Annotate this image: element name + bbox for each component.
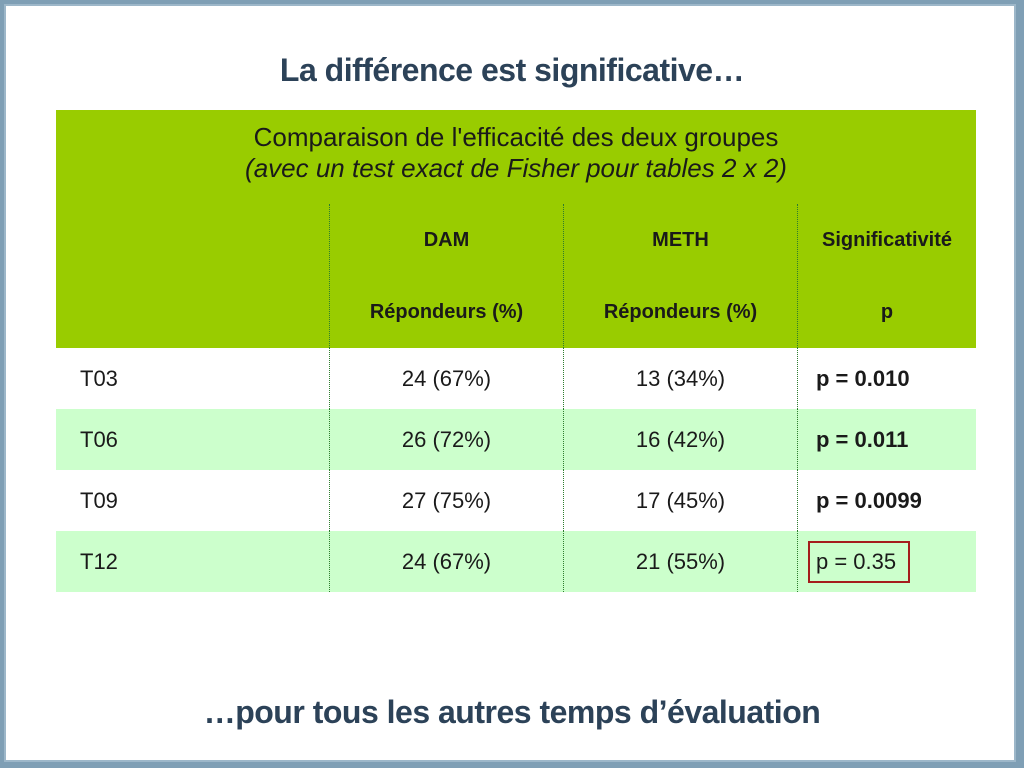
column-header-p: p	[880, 300, 894, 323]
slide: La différence est significative… Compara…	[4, 4, 1016, 762]
table-header: Comparaison de l'efficacité des deux gro…	[56, 110, 976, 348]
cell-p-value: p = 0.011	[816, 426, 909, 452]
cell-p-value: p = 0.010	[816, 365, 910, 391]
cell-meth: 16 (42%)	[564, 409, 798, 470]
column-header-significance-label: Significativité	[821, 228, 953, 251]
column-header-row: DAM Répondeurs (%) METH Répondeurs (%) S…	[56, 204, 976, 348]
slide-title: La différence est significative…	[279, 52, 745, 88]
cell-meth: 17 (45%)	[564, 470, 798, 531]
column-header-significance: Significativité p	[798, 204, 976, 348]
cell-time: T09	[56, 470, 330, 531]
table-caption-subtitle: (avec un test exact de Fisher pour table…	[245, 153, 787, 183]
cell-meth: 13 (34%)	[564, 348, 798, 409]
cell-dam: 24 (67%)	[330, 531, 564, 592]
column-header-dam-group: DAM	[423, 228, 470, 251]
table-row: T06 26 (72%) 16 (42%) p = 0.011	[56, 409, 976, 470]
column-header-time	[56, 204, 330, 348]
cell-p-value-highlighted: p = 0.35	[798, 531, 976, 592]
table-caption-title: Comparaison de l'efficacité des deux gro…	[253, 122, 779, 152]
column-header-dam-responders: Répondeurs (%)	[369, 300, 524, 323]
cell-dam: 26 (72%)	[330, 409, 564, 470]
table-row: T12 24 (67%) 21 (55%) p = 0.35	[56, 531, 976, 592]
comparison-table: Comparaison de l'efficacité des deux gro…	[56, 110, 976, 592]
column-header-meth-group: METH	[652, 228, 709, 251]
cell-p-value: p = 0.0099	[816, 487, 922, 513]
cell-dam: 24 (67%)	[330, 348, 564, 409]
p-value-highlight-box: p = 0.35	[808, 540, 911, 583]
table-caption: Comparaison de l'efficacité des deux gro…	[56, 110, 976, 204]
column-header-meth: METH Répondeurs (%)	[564, 204, 798, 348]
cell-meth: 21 (55%)	[564, 531, 798, 592]
cell-time: T12	[56, 531, 330, 592]
table-row: T03 24 (67%) 13 (34%) p = 0.010	[56, 348, 976, 409]
cell-time: T06	[56, 409, 330, 470]
column-header-dam: DAM Répondeurs (%)	[330, 204, 564, 348]
cell-dam: 27 (75%)	[330, 470, 564, 531]
column-header-meth-responders: Répondeurs (%)	[603, 300, 758, 323]
table-row: T09 27 (75%) 17 (45%) p = 0.0099	[56, 470, 976, 531]
slide-footer: …pour tous les autres temps d’évaluation	[203, 694, 821, 730]
cell-time: T03	[56, 348, 330, 409]
